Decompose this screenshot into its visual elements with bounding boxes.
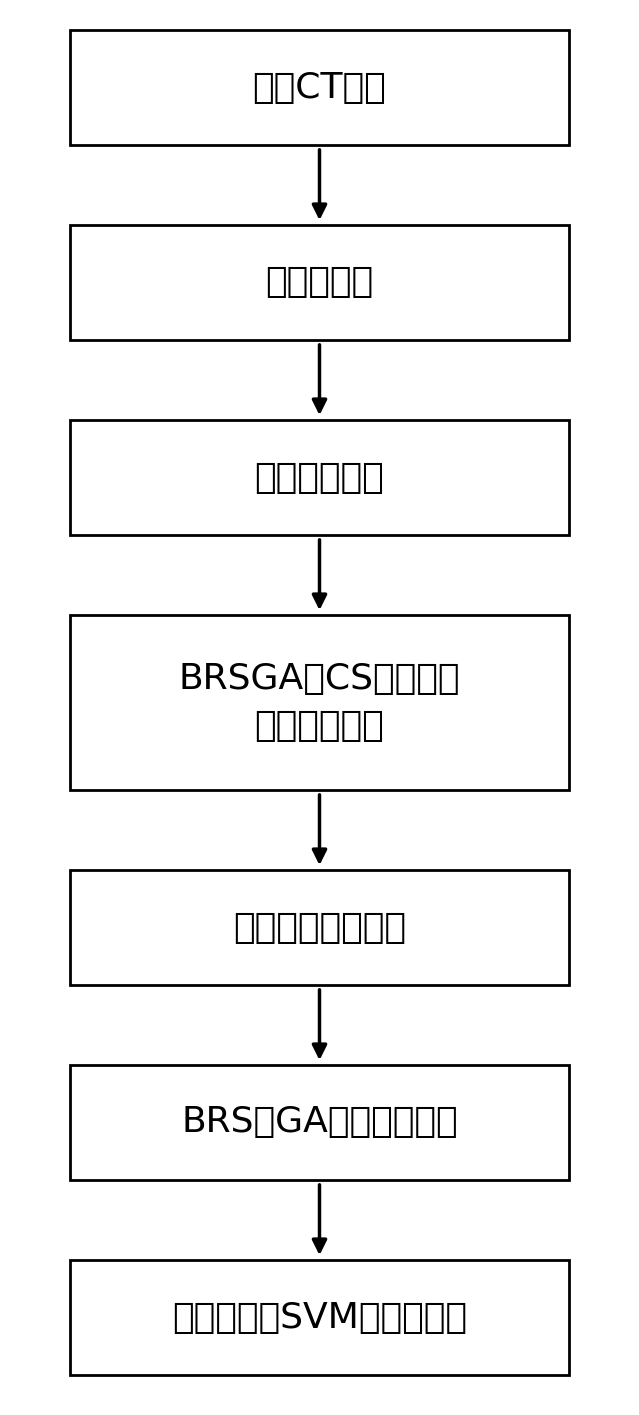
FancyBboxPatch shape xyxy=(70,225,569,340)
FancyBboxPatch shape xyxy=(70,870,569,985)
FancyBboxPatch shape xyxy=(70,420,569,535)
FancyBboxPatch shape xyxy=(70,1259,569,1375)
FancyBboxPatch shape xyxy=(70,30,569,144)
FancyBboxPatch shape xyxy=(70,1065,569,1180)
Text: 获取CT图像: 获取CT图像 xyxy=(252,71,387,105)
Text: BRSGA和CS高维特征
提取肺部肿瘤: BRSGA和CS高维特征 提取肺部肿瘤 xyxy=(179,662,460,743)
Text: BRS和GA算法属性约简: BRS和GA算法属性约简 xyxy=(181,1105,458,1139)
Text: 布谷鸟优化SVM分类器识别: 布谷鸟优化SVM分类器识别 xyxy=(172,1300,467,1334)
FancyBboxPatch shape xyxy=(70,616,569,790)
Text: 数据预处理: 数据预处理 xyxy=(265,266,374,300)
Text: 分割肺部肿瘤: 分割肺部肿瘤 xyxy=(254,460,385,494)
Text: 肺部肿瘤特征降维: 肺部肿瘤特征降维 xyxy=(233,910,406,944)
